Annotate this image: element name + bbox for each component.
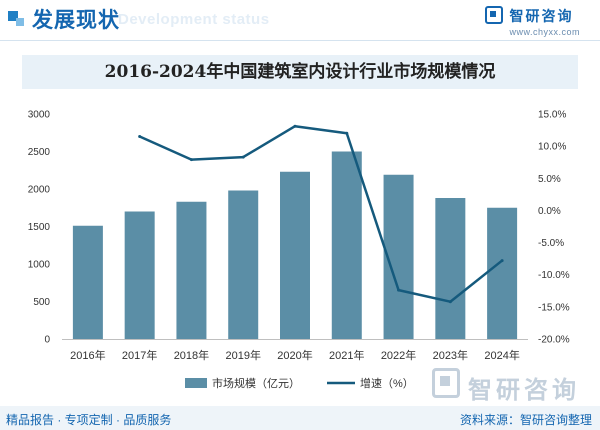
source-note: 资料来源：智研咨询整理 [459,413,592,427]
watermark: 智研咨询 [432,366,592,404]
y-right-tick-label: -20.0% [538,335,570,346]
header: Development status 发展现状 智研咨询 www.chyxx.c… [0,0,600,40]
growth-line [139,124,503,303]
growth-point [500,259,504,263]
bar [124,211,155,339]
header-divider [0,40,600,41]
y-right-tick-label: 15.0% [538,110,566,121]
y-right-tick-label: 0.0% [538,206,561,217]
growth-point [448,300,452,304]
y-right-tick-label: 5.0% [538,174,561,185]
legend-bar-swatch [185,378,207,388]
x-tick-label: 2022年 [381,348,416,362]
legend-line-label: 增速（%） [360,376,414,390]
brand-name: 智研咨询 [509,8,574,24]
footer-tagline: 精品报告 · 专项定制 · 品质服务 [6,413,172,427]
bar [72,225,103,339]
growth-point [189,158,193,162]
y-left-tick-label: 500 [33,297,50,308]
brand-logo-icon [485,6,504,24]
chart-title: 2016-2024年中国建筑室内设计行业市场规模情况 [22,55,578,89]
x-tick-label: 2020年 [277,348,312,362]
x-tick-label: 2021年 [329,348,364,362]
header-accent-square-small [16,18,24,26]
y-left-tick-label: 2000 [28,185,51,196]
y-left-tick-label: 0 [44,335,50,346]
bar [280,171,310,339]
x-tick-label: 2016年 [70,348,105,362]
section-subtitle: Development status [118,11,270,28]
x-tick-label: 2017年 [122,348,157,362]
y-right-tick-label: -5.0% [538,238,564,249]
bar [435,198,466,339]
x-tick-label: 2023年 [433,348,468,362]
x-tick-label: 2018年 [174,348,209,362]
bar [331,151,362,339]
header-accent-square [8,11,18,21]
y-left-tick-label: 3000 [28,110,51,121]
y-right-tick-label: -15.0% [538,302,570,313]
growth-point [397,288,401,292]
y-left-tick-label: 2500 [28,147,51,158]
legend-bar-label: 市场规模（亿元） [212,376,300,390]
y-right-tick-label: -10.0% [538,270,570,281]
growth-point [241,155,245,159]
growth-point [293,124,297,128]
bar [487,207,518,339]
y-right-tick-label: 10.0% [538,142,566,153]
chart: 0 500 1000 1500 2000 2500 3000 -20.0% -15.0% -10.… [28,110,570,391]
x-tick-label: 2024年 [484,348,519,362]
brand-url: www.chyxx.com [509,27,580,37]
y-left-tick-label: 1000 [28,260,51,271]
watermark-logo-icon [432,368,460,398]
x-tick-label: 2019年 [225,348,260,362]
y-left-tick-label: 1500 [28,222,51,233]
brand[interactable]: 智研咨询 www.chyxx.com [485,6,580,37]
section-title: 发展现状 [32,9,120,32]
watermark-text: 智研咨询 [468,377,580,404]
bar [228,190,259,339]
growth-point [138,135,142,138]
growth-point [345,131,349,135]
footer-band [0,406,600,430]
bar [176,201,207,339]
